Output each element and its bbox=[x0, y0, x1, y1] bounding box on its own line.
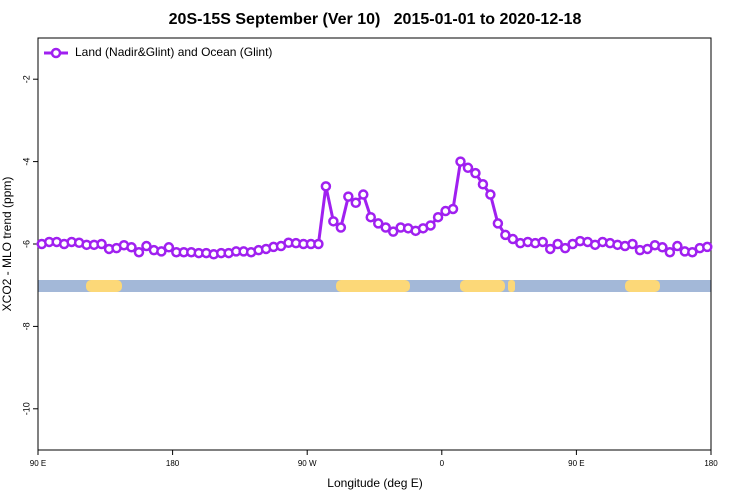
point bbox=[492, 218, 504, 229]
point bbox=[133, 246, 145, 258]
point bbox=[702, 241, 713, 253]
point bbox=[380, 222, 391, 233]
point bbox=[350, 197, 362, 209]
legend-label: Land (Nadir&Glint) and Ocean (Glint) bbox=[75, 45, 272, 59]
point bbox=[156, 246, 167, 257]
point bbox=[343, 191, 354, 202]
point bbox=[455, 156, 466, 167]
point bbox=[335, 222, 347, 233]
land-ocean-strip bbox=[38, 280, 711, 292]
point bbox=[358, 189, 369, 200]
y-tick-label: -2 bbox=[21, 75, 31, 83]
point bbox=[537, 236, 548, 248]
x-tick-label: 90 E bbox=[30, 459, 46, 468]
y-axis-label: XCO2 - MLO trend (ppm) bbox=[0, 177, 14, 312]
point bbox=[372, 218, 384, 229]
point bbox=[141, 240, 152, 252]
point bbox=[432, 211, 444, 223]
point bbox=[672, 240, 683, 252]
x-axis-label: Longitude (deg E) bbox=[327, 476, 422, 490]
x-tick-label: 180 bbox=[166, 459, 180, 468]
x-tick-label: 180 bbox=[704, 459, 718, 468]
point bbox=[163, 242, 175, 253]
point bbox=[313, 238, 324, 250]
point bbox=[485, 189, 496, 200]
point bbox=[500, 229, 511, 241]
point bbox=[387, 226, 399, 237]
point bbox=[425, 220, 436, 231]
point bbox=[664, 246, 676, 258]
x-tick-label: 0 bbox=[440, 459, 445, 468]
y-tick-label: -10 bbox=[21, 402, 31, 415]
x-tick-label: 90 E bbox=[568, 459, 584, 468]
y-tick-label: -4 bbox=[21, 158, 31, 166]
point bbox=[657, 242, 668, 253]
point bbox=[470, 167, 481, 179]
point bbox=[447, 203, 459, 215]
y-tick-label: -6 bbox=[21, 240, 31, 248]
point bbox=[544, 243, 556, 255]
point bbox=[627, 238, 638, 250]
x-tick-label: 90 W bbox=[298, 459, 317, 468]
point bbox=[126, 242, 137, 253]
point bbox=[320, 181, 332, 192]
point bbox=[96, 238, 107, 250]
point bbox=[365, 211, 377, 223]
point bbox=[559, 242, 571, 254]
point bbox=[462, 162, 474, 174]
y-tick-label: -8 bbox=[21, 322, 31, 330]
point bbox=[477, 179, 489, 190]
point bbox=[552, 238, 563, 250]
legend-marker bbox=[50, 47, 62, 59]
chart-title: 20S-15S September (Ver 10) 2015-01-01 to… bbox=[169, 11, 582, 28]
point bbox=[507, 233, 519, 245]
point bbox=[328, 216, 339, 227]
point bbox=[687, 246, 698, 258]
